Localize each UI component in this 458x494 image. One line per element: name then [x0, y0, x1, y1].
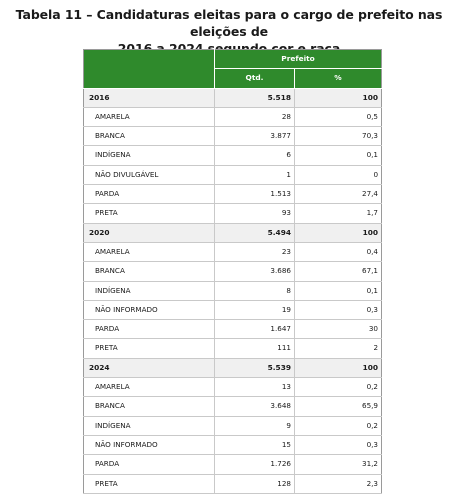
table-row: PARDA 1.726 31,2 [83, 454, 382, 475]
qtd-cell: 3.877 [214, 126, 295, 147]
qtd-cell: 8 [214, 281, 295, 301]
qtd-cell: 1.647 [214, 319, 295, 340]
race-label-cell: AMARELA [83, 107, 215, 128]
year-pct-cell: 100 [293, 223, 382, 243]
pct-cell: 0,1 [293, 281, 382, 301]
race-label-cell: PARDA [83, 454, 215, 475]
table-row: AMARELA 23 0,4 [83, 242, 382, 263]
race-label-cell: NÃO DIVULGÁVEL [83, 165, 215, 186]
pct-cell: 0 [293, 165, 382, 186]
qtd-cell: 19 [214, 300, 295, 321]
header-pct: % [293, 68, 382, 89]
pct-cell: 31,2 [293, 454, 382, 475]
table-body: 2016 5.518 100 AMARELA 28 0,5 BRANCA 3.877 70,3 I… [83, 88, 382, 494]
pct-cell: 67,1 [293, 261, 382, 282]
race-label-cell: BRANCA [83, 261, 215, 282]
year-qtd-cell: 5.494 [214, 223, 295, 243]
pct-cell: 0,2 [293, 416, 382, 436]
pct-cell: 27,4 [293, 184, 382, 205]
pct-cell: 1,7 [293, 203, 382, 224]
qtd-cell: 13 [214, 377, 295, 398]
table-row: BRANCA 3.877 70,3 [83, 126, 382, 147]
header-row-columns: Qtd. % [84, 68, 382, 89]
year-row-2024: 2024 5.539 100 [83, 358, 382, 379]
qtd-cell: 93 [214, 203, 295, 224]
table-row: INDÍGENA 6 0,1 [83, 145, 382, 166]
year-cell: 2024 [83, 358, 215, 379]
race-label-cell: INDÍGENA [83, 416, 215, 436]
header-blank-cell [83, 49, 215, 89]
table-row: PRETA 128 2,3 [83, 474, 382, 494]
table-row: INDÍGENA 9 0,2 [83, 416, 382, 436]
qtd-cell: 111 [214, 338, 295, 359]
qtd-cell: 15 [214, 435, 295, 456]
pct-cell: 0,3 [293, 300, 382, 321]
table-row: PARDA 1.647 30 [83, 319, 382, 340]
qtd-cell: 1.513 [214, 184, 295, 205]
pct-cell: 0,5 [293, 107, 382, 128]
table-row: AMARELA 28 0,5 [83, 107, 382, 128]
qtd-cell: 3.686 [214, 261, 295, 282]
race-label-cell: INDÍGENA [83, 145, 215, 166]
qtd-cell: 3.648 [214, 396, 295, 417]
pct-cell: 2,3 [293, 474, 382, 494]
candidates-table: Prefeito Qtd. % 2016 5.518 100 AMARELA 28 0,5… [83, 49, 383, 494]
table-row: INDÍGENA 8 0,1 [83, 281, 382, 301]
header-prefeito: Prefeito [213, 49, 382, 70]
table-row: NÃO INFORMADO 19 0,3 [83, 300, 382, 321]
pct-cell: 0,3 [293, 435, 382, 456]
qtd-cell: 1.726 [214, 454, 295, 475]
race-label-cell: NÃO INFORMADO [83, 300, 215, 321]
table-row: PARDA 1.513 27,4 [83, 184, 382, 205]
race-label-cell: BRANCA [83, 396, 215, 417]
race-label-cell: PRETA [83, 338, 215, 359]
pct-cell: 0,4 [293, 242, 382, 263]
year-qtd-cell: 5.539 [214, 358, 295, 379]
table-row: AMARELA 13 0,2 [83, 377, 382, 398]
pct-cell: 0,1 [293, 145, 382, 166]
table-row: BRANCA 3.648 65,9 [83, 396, 382, 417]
race-label-cell: PARDA [83, 184, 215, 205]
table-row: BRANCA 3.686 67,1 [83, 261, 382, 282]
qtd-cell: 23 [214, 242, 295, 263]
header-row-group: Prefeito [83, 49, 382, 89]
race-label-cell: PARDA [83, 319, 215, 340]
race-label-cell: INDÍGENA [83, 281, 215, 301]
year-row-2016: 2016 5.518 100 [83, 88, 382, 108]
pct-cell: 0,2 [293, 377, 382, 398]
race-label-cell: AMARELA [83, 377, 215, 398]
caption-line-1: Tabela 11 – Candidaturas eleitas para o … [15, 7, 443, 39]
year-cell: 2020 [83, 223, 215, 243]
qtd-cell: 1 [214, 165, 295, 186]
year-qtd-cell: 5.518 [214, 88, 295, 108]
pct-cell: 65,9 [293, 396, 382, 417]
pct-cell: 30 [293, 319, 382, 340]
header-qtd: Qtd. [214, 68, 295, 89]
race-label-cell: PRETA [83, 474, 215, 494]
qtd-cell: 128 [214, 474, 295, 494]
pct-cell: 70,3 [293, 126, 382, 147]
race-label-cell: AMARELA [83, 242, 215, 263]
race-label-cell: BRANCA [83, 126, 215, 147]
pct-cell: 2 [293, 338, 382, 359]
table-row: PRETA 111 2 [83, 338, 382, 359]
qtd-cell: 9 [214, 416, 295, 436]
year-pct-cell: 100 [293, 88, 382, 108]
qtd-cell: 28 [214, 107, 295, 128]
year-pct-cell: 100 [293, 358, 382, 379]
year-row-2020: 2020 5.494 100 [83, 223, 382, 243]
race-label-cell: NÃO INFORMADO [83, 435, 215, 456]
table-row: PRETA 93 1,7 [83, 203, 382, 224]
table-row: NÃO INFORMADO 15 0,3 [83, 435, 382, 456]
race-label-cell: PRETA [83, 203, 215, 224]
year-cell: 2016 [83, 88, 215, 108]
qtd-cell: 6 [214, 145, 295, 166]
table-row: NÃO DIVULGÁVEL 1 0 [83, 165, 382, 186]
